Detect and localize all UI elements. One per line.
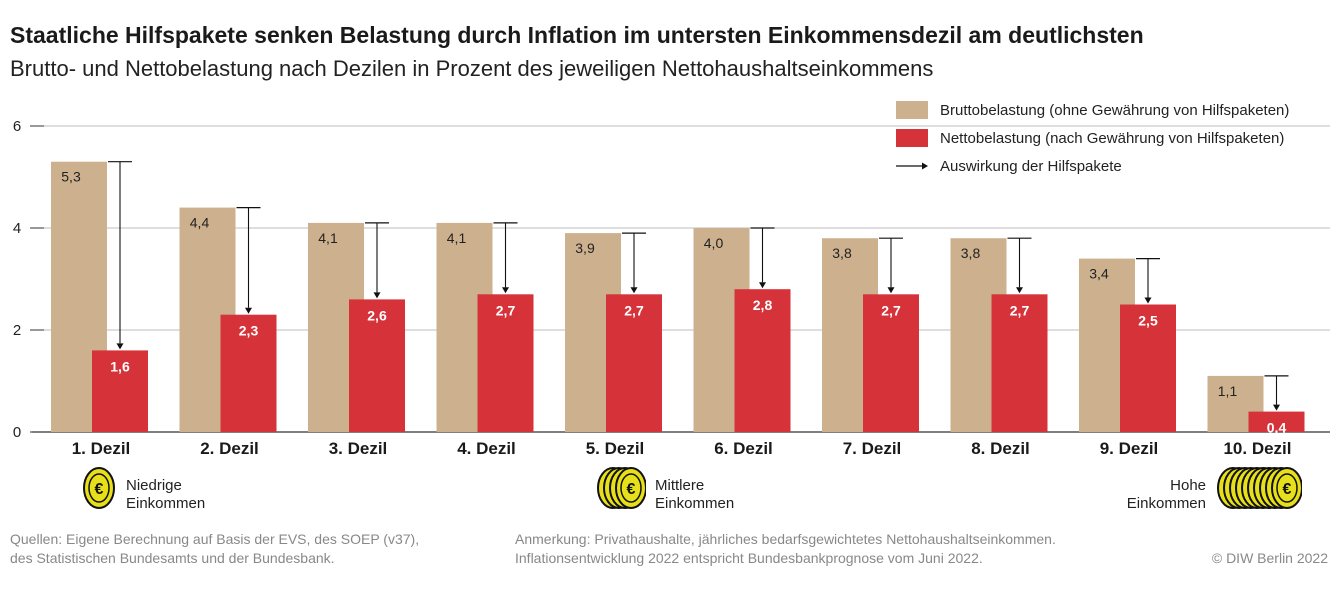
- coin-stack-mid-icon: €: [596, 467, 647, 514]
- x-tick-label: 9. Dezil: [1100, 439, 1159, 458]
- legend-item-arrow: Auswirkung der Hilfspakete: [896, 156, 1289, 176]
- data-label-netto: 2,8: [753, 297, 773, 313]
- bar-chart: 0 2 4 6 5,3 1,6 1. Dezil 4,4 2,3 2. Dezil 4,1 2,6 3.…: [13, 118, 1330, 458]
- bar-netto: [734, 289, 791, 432]
- data-label-brutto: 5,3: [61, 169, 81, 185]
- y-tick-label: 0: [13, 424, 21, 441]
- data-label-netto: 2,7: [624, 302, 644, 318]
- legend-item-netto: Nettobelastung (nach Gewährung von Hilfs…: [896, 128, 1289, 148]
- legend-label-brutto: Bruttobelastung (ohne Gewährung von Hilf…: [940, 101, 1290, 119]
- legend: Bruttobelastung (ohne Gewährung von Hilf…: [896, 100, 1289, 184]
- data-label-netto: 1,6: [110, 358, 130, 374]
- data-label-brutto: 1,1: [1218, 383, 1238, 399]
- data-label-netto: 2,5: [1138, 313, 1158, 329]
- bar-netto: [1120, 304, 1176, 432]
- data-label-brutto: 4,4: [190, 215, 210, 231]
- data-label-brutto: 3,8: [961, 245, 981, 261]
- coin-stack-high-icon: €: [1216, 467, 1303, 514]
- effect-arrow-head: [1144, 297, 1152, 304]
- data-label-netto: 2,7: [881, 302, 901, 318]
- income-mid-label: Mittlere Einkommen: [655, 477, 735, 512]
- data-label-netto: 2,7: [1010, 302, 1030, 318]
- legend-item-brutto: Bruttobelastung (ohne Gewährung von Hilf…: [896, 100, 1289, 120]
- effect-arrow-head: [759, 282, 766, 289]
- data-label-brutto: 3,8: [832, 245, 852, 261]
- coin-stack-low-icon: €: [82, 467, 118, 514]
- method-note: Anmerkung: Privathaushalte, jährliches b…: [515, 531, 1056, 566]
- bar-netto: [220, 314, 277, 432]
- data-label-netto: 0,4: [1267, 420, 1287, 436]
- x-tick-label: 1. Dezil: [72, 439, 131, 458]
- x-tick-label: 5. Dezil: [586, 439, 645, 458]
- svg-text:€: €: [627, 481, 636, 498]
- chart-subtitle: Brutto- und Nettobelastung nach Dezilen …: [10, 56, 934, 81]
- effect-arrow-head: [887, 287, 895, 294]
- svg-text:€: €: [1283, 481, 1292, 498]
- data-label-brutto: 4,0: [704, 235, 724, 251]
- x-tick-label: 8. Dezil: [971, 439, 1030, 458]
- bar-netto: [606, 294, 662, 432]
- y-tick-label: 6: [13, 118, 21, 135]
- bar-netto: [349, 299, 405, 432]
- legend-swatch-brutto: [896, 101, 928, 119]
- effect-arrow-head: [373, 292, 381, 299]
- y-tick-label: 4: [13, 220, 21, 237]
- legend-label-netto: Nettobelastung (nach Gewährung von Hilfs…: [940, 129, 1285, 147]
- data-label-brutto: 4,1: [447, 230, 467, 246]
- bar-netto: [1248, 411, 1305, 432]
- income-low-label: Niedrige Einkommen: [126, 477, 206, 512]
- effect-arrow-head: [116, 343, 124, 350]
- bar-netto: [477, 294, 534, 432]
- effect-arrow-head: [1016, 287, 1023, 294]
- data-label-brutto: 4,1: [318, 230, 338, 246]
- data-label-brutto: 3,4: [1089, 266, 1109, 282]
- effect-arrow-head: [245, 307, 252, 314]
- svg-text:€: €: [95, 481, 104, 498]
- arrow-icon: [896, 161, 928, 171]
- x-tick-label: 6. Dezil: [714, 439, 773, 458]
- x-tick-label: 7. Dezil: [843, 439, 902, 458]
- data-label-brutto: 3,9: [575, 240, 595, 256]
- data-label-netto: 2,3: [239, 323, 259, 339]
- bar-netto: [863, 294, 919, 432]
- data-label-netto: 2,7: [496, 302, 516, 318]
- legend-swatch-netto: [896, 129, 928, 147]
- x-tick-label: 4. Dezil: [457, 439, 516, 458]
- copyright: © DIW Berlin 2022: [1211, 550, 1328, 566]
- effect-arrow-head: [1273, 404, 1280, 411]
- effect-arrow-head: [502, 287, 509, 294]
- chart-title: Staatliche Hilfspakete senken Belastung …: [10, 22, 1144, 48]
- effect-arrow-head: [630, 287, 638, 294]
- income-high-label: Hohe Einkommen: [1126, 477, 1206, 512]
- x-tick-label: 2. Dezil: [200, 439, 259, 458]
- source-note: Quellen: Eigene Berechnung auf Basis der…: [10, 531, 420, 566]
- x-tick-label: 10. Dezil: [1223, 439, 1291, 458]
- bar-netto: [991, 294, 1048, 432]
- y-tick-label: 2: [13, 322, 21, 339]
- bar-netto: [92, 350, 148, 432]
- x-tick-label: 3. Dezil: [329, 439, 388, 458]
- legend-label-arrow: Auswirkung der Hilfspakete: [940, 157, 1122, 175]
- data-label-netto: 2,6: [367, 307, 387, 323]
